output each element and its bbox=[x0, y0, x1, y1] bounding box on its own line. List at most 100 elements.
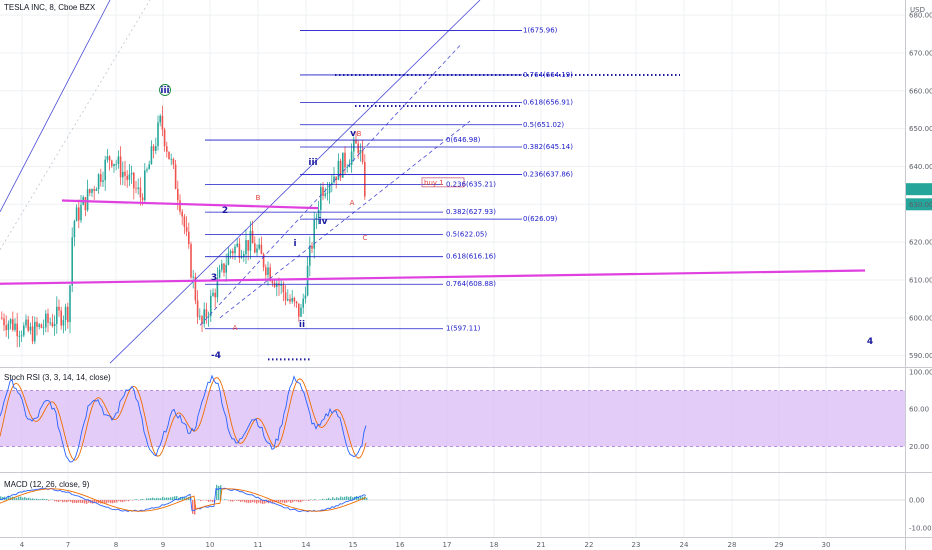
macd-histogram-bar bbox=[224, 499, 226, 500]
macd-histogram-bar bbox=[302, 500, 304, 501]
macd-histogram-bar bbox=[78, 500, 80, 503]
macd-histogram-bar bbox=[142, 499, 144, 500]
wave-label: 3 bbox=[211, 273, 217, 283]
drawings bbox=[0, 0, 866, 364]
candle-body bbox=[309, 245, 311, 266]
macd-histogram-bar bbox=[162, 496, 164, 500]
candle-body bbox=[155, 146, 157, 151]
price-candles bbox=[1, 105, 366, 348]
candle-body bbox=[40, 324, 43, 328]
macd-histogram-bar bbox=[298, 500, 300, 503]
candle-body bbox=[84, 197, 87, 211]
macd-histogram-bar bbox=[230, 500, 232, 502]
x-tick-label: 24 bbox=[680, 541, 689, 549]
candle-body bbox=[141, 197, 144, 201]
candle-body bbox=[280, 284, 282, 286]
macd-histogram-bar bbox=[96, 500, 98, 503]
macd-histogram-bar bbox=[350, 496, 352, 500]
channel-line bbox=[109, 0, 481, 364]
macd-histogram-bar bbox=[332, 497, 334, 500]
fib-label-lower: 1(597.11) bbox=[446, 325, 481, 333]
macd-histogram-bar bbox=[264, 500, 266, 504]
candle-body bbox=[91, 189, 93, 193]
macd-histogram-bar bbox=[242, 500, 244, 502]
macd-histogram-bar bbox=[82, 500, 84, 504]
macd-histogram-bar bbox=[308, 500, 310, 501]
candle-body bbox=[69, 285, 71, 323]
price-tick-label: 590.00 bbox=[909, 352, 932, 360]
candle-body bbox=[174, 164, 177, 189]
fib-label-lower: 0.764(608.88) bbox=[446, 280, 496, 288]
currency-label: USD bbox=[910, 6, 925, 14]
candle-body bbox=[45, 313, 47, 328]
x-tick-label: 16 bbox=[396, 541, 405, 549]
macd-histogram-bar bbox=[324, 499, 326, 500]
candle-body bbox=[364, 161, 366, 197]
fib-label-upper: 0.764(664.19) bbox=[523, 71, 573, 79]
macd-histogram-bar bbox=[178, 497, 180, 500]
candle-body bbox=[359, 150, 362, 153]
candle-body bbox=[229, 251, 232, 254]
price-tick-label: 640.00 bbox=[909, 163, 932, 171]
macd-histogram-bar bbox=[76, 500, 78, 504]
candle-body bbox=[227, 253, 230, 265]
x-tick-label: 9 bbox=[161, 541, 165, 549]
candle-body bbox=[163, 129, 166, 147]
candle-body bbox=[126, 175, 128, 180]
stoch-k-line bbox=[0, 374, 367, 463]
macd-histogram-bar bbox=[22, 497, 24, 500]
price-tick-label: 680.00 bbox=[909, 12, 932, 20]
macd-histogram-bar bbox=[282, 500, 284, 503]
macd-histogram-bar bbox=[32, 498, 34, 500]
candle-body bbox=[243, 254, 245, 257]
candle-body bbox=[34, 321, 36, 342]
candle-body bbox=[249, 231, 252, 251]
fib-label-upper: 0.382(645.14) bbox=[523, 143, 573, 151]
candle-body bbox=[236, 243, 238, 247]
macd-histogram-bar bbox=[40, 499, 42, 500]
candle-body bbox=[234, 246, 236, 254]
macd-histogram-bar bbox=[366, 497, 368, 500]
candle-body bbox=[133, 172, 135, 189]
macd-histogram-bar bbox=[340, 496, 342, 500]
macd-histogram-bar bbox=[14, 496, 16, 500]
price-tick-label: 610.00 bbox=[909, 276, 932, 284]
price-tick-label: 670.00 bbox=[909, 49, 932, 57]
macd-histogram-bar bbox=[42, 498, 44, 500]
candle-body bbox=[172, 158, 175, 165]
macd-histogram-bar bbox=[18, 496, 20, 500]
macd-histogram-bar bbox=[68, 500, 70, 502]
candle-body bbox=[47, 313, 49, 323]
wave-label: 4 bbox=[867, 337, 873, 347]
macd-histogram-bar bbox=[60, 500, 62, 501]
stoch-tick-label: 20.00 bbox=[909, 443, 929, 451]
macd-signal-line bbox=[0, 488, 367, 512]
candle-body bbox=[71, 237, 73, 286]
macd-histogram-bar bbox=[88, 500, 90, 503]
macd-histogram-bar bbox=[126, 500, 128, 501]
macd-histogram-bar bbox=[44, 499, 46, 500]
macd-histogram-bar bbox=[346, 496, 348, 500]
candle-body bbox=[326, 192, 329, 194]
candle-body bbox=[218, 269, 221, 278]
candle-body bbox=[317, 209, 320, 218]
macd-histogram-bar bbox=[334, 498, 336, 500]
candle-body bbox=[346, 167, 348, 168]
candle-body bbox=[38, 324, 40, 327]
macd-histogram-bar bbox=[116, 500, 118, 503]
macd-histogram-bar bbox=[166, 497, 168, 500]
wave-label: ii bbox=[299, 320, 305, 330]
price-tick-label: 600.00 bbox=[909, 314, 932, 322]
macd-histogram-bar bbox=[336, 497, 338, 500]
macd-histogram-bar bbox=[136, 499, 138, 500]
candle-body bbox=[78, 207, 80, 221]
macd-histogram-bar bbox=[20, 496, 22, 500]
candle-body bbox=[130, 172, 133, 175]
candle-body bbox=[311, 245, 313, 249]
candle-body bbox=[361, 150, 364, 162]
x-tick-label: 28 bbox=[728, 541, 737, 549]
x-tick-label: 22 bbox=[585, 541, 594, 549]
candle-body bbox=[269, 267, 271, 281]
